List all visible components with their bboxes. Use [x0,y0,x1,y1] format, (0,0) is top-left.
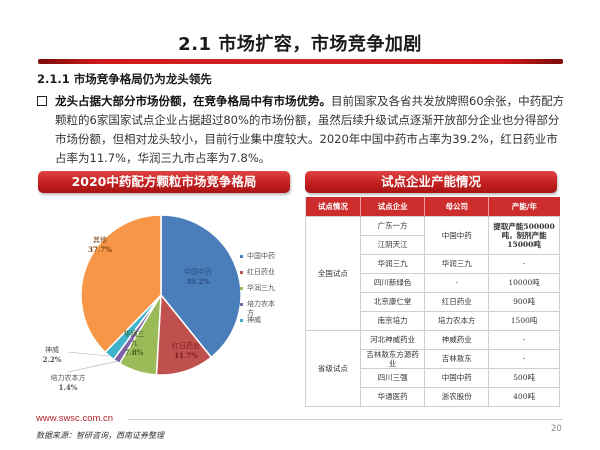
legend-item: 华润三九 [240,284,275,300]
capacity-cell: 提取产能500000吨，制剂产能15000吨 [488,215,560,255]
table-row: 南京培力 培力农本方 1500吨 [306,310,560,331]
company-cell: 南京培力 [359,310,426,331]
legend-item: 培力农本方 [240,300,275,317]
col-header: 试点情况 [305,197,361,216]
group-cell: 全国试点 [305,215,361,331]
data-source: 数据来源：智研咨询，西南证券整理 [36,431,164,440]
company-cell: 四川三强 [359,367,426,388]
pie-data-label: 其他 37.7% [88,236,112,254]
parent-cell: 浙农股份 [424,386,490,407]
capacity-cell: 1500吨 [488,310,560,331]
company-cell: 吉林敖东方源药业 [359,348,426,369]
legend-swatch-icon [240,319,243,322]
col-header: 母公司 [424,197,490,216]
chart-panel-header: 2020中药配方颗粒市场竞争格局 [38,171,290,193]
capacity-cell: 10000吨 [488,272,560,293]
chart-legend: 中国中药 红日药业 华润三九 培力农本方 神威 [240,252,275,332]
section-subtitle: 2.1.1 市场竞争格局仍为龙头领先 [37,72,212,86]
pie-data-label: 中国中药 39.2% [184,268,212,286]
legend-swatch-icon [240,303,243,306]
table-row: 省级试点 河北神威药业 神威药业 - [305,329,560,407]
capacity-cell: - [488,253,560,274]
paragraph-lead: 龙头占据大部分市场份额，在竞争格局中有市场优势。 [55,94,331,108]
page-number: 20 [551,424,562,434]
parent-cell: - [424,272,490,293]
table-row: 四川三强 中国中药 500吨 [306,367,560,388]
square-bullet-icon [37,96,47,106]
parent-cell: 红日药业 [424,291,490,312]
summary-paragraph: 龙头占据大部分市场份额，在竞争格局中有市场优势。目前国家及各省共发放牌照60余张… [37,92,567,168]
pie-chart-graphic [67,214,242,376]
pilot-capacity-table: 试点情况 试点企业 母公司 产能/年 全国试点 广东一方 中国中药 提取产能50… [305,197,560,407]
company-cell: 河北神威药业 [359,329,426,350]
legend-item: 中国中药 [240,252,275,268]
legend-swatch-icon [240,255,243,258]
table-header-row: 试点情况 试点企业 母公司 产能/年 [305,197,560,216]
company-cell: 江阴天江 [359,234,426,255]
table-panel-header: 试点企业产能情况 [305,171,557,193]
paragraph-body: 目前国家及各省共发放牌照60余张，中药配方颗粒的6家国家试点企业占据超过80%的… [55,94,565,165]
col-header: 试点企业 [360,197,426,216]
company-cell: 广东一方 [359,215,426,236]
company-cell: 华润三九 [359,253,426,274]
parent-cell: 吉林敖东 [424,348,490,369]
website-link[interactable]: www.swsc.com.cn [36,413,114,424]
table-row: 北京康仁堂 红日药业 900吨 [306,291,560,312]
capacity-cell: 500吨 [488,367,560,388]
table-row: 吉林敖东方源药业 吉林敖东 - [306,348,560,369]
legend-swatch-icon [240,287,243,290]
parent-cell: 中国中药 [424,215,490,255]
pie-data-label: 培力农本方 1.4% [50,374,86,392]
pie-data-label: 红日药业 11.7% [172,342,200,360]
legend-item: 神威 [240,316,275,332]
capacity-cell: 900吨 [488,291,560,312]
pie-slice [160,214,242,359]
legend-item: 红日药业 [240,268,275,284]
parent-cell: 神威药业 [424,329,490,350]
parent-cell: 华润三九 [424,253,490,274]
title-divider [38,59,563,64]
company-cell: 北京康仁堂 [359,291,426,312]
table-row: 全国试点 广东一方 中国中药 提取产能500000吨，制剂产能15000吨 [305,215,560,331]
pie-slice [80,214,162,354]
parent-cell: 培力农本方 [424,310,490,331]
pie-data-label: 华润三九 7.8% [123,330,145,357]
capacity-cell: 400吨 [488,386,560,407]
table-row: 四川新绿色 - 10000吨 [306,272,560,293]
footer-divider [128,419,563,420]
col-header: 产能/年 [488,197,560,216]
company-cell: 华通医药 [359,386,426,407]
pie-data-label: 神威 2.2% [42,346,62,364]
parent-cell: 中国中药 [424,367,490,388]
legend-swatch-icon [240,271,243,274]
capacity-cell: - [488,329,560,350]
pie-chart: 中国中药 39.2% 红日药业 11.7% 华润三九 7.8% 培力农本方 1.4% 神威 2.2… [38,200,298,400]
group-cell: 省级试点 [305,329,361,407]
capacity-cell: - [488,348,560,369]
table-row: 华通医药 浙农股份 400吨 [306,386,560,407]
company-cell: 四川新绿色 [359,272,426,293]
page-title: 2.1 市场扩容，市场竞争加剧 [178,34,422,55]
